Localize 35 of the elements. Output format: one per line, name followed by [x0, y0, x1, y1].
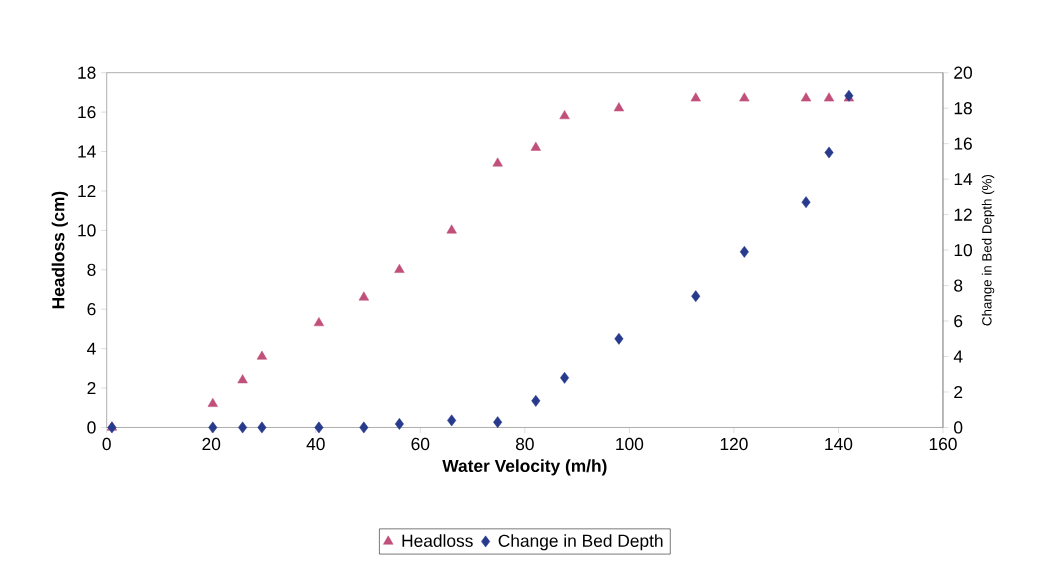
y2-tick-label: 10 — [954, 244, 972, 257]
y2-tick-label: 16 — [954, 137, 972, 151]
y2-axis-title: Change in Bed Depth (%) — [981, 175, 995, 326]
x-tick-label: 60 — [411, 438, 430, 451]
x-tick-label: 160 — [929, 438, 957, 451]
y-tick-label: 12 — [78, 185, 96, 198]
y2-tick-label: 2 — [954, 386, 963, 399]
y-tick-label: 16 — [78, 106, 96, 119]
y2-tick-label: 8 — [954, 279, 963, 292]
y2-tick-label: 12 — [954, 208, 972, 221]
y2-tick-label: 20 — [954, 66, 972, 80]
y2-tick-label: 0 — [954, 421, 963, 434]
y-tick-label: 18 — [78, 66, 96, 80]
y2-tick-label: 14 — [954, 173, 973, 186]
y2-tick-label: 4 — [953, 350, 963, 363]
x-axis-title: Water Velocity (m/h) — [442, 459, 607, 476]
x-tick-label: 120 — [720, 438, 748, 451]
y2-tick-label: 6 — [954, 315, 963, 328]
y2-tick-label: 18 — [954, 102, 972, 115]
legend-label: Change in Bed Depth — [498, 534, 663, 551]
y-tick-label: 2 — [87, 382, 96, 395]
y-tick-label: 6 — [87, 303, 96, 316]
legend-label: Headloss — [402, 534, 473, 548]
x-tick-label: 80 — [515, 438, 534, 451]
y-tick-label: 10 — [78, 224, 96, 237]
x-tick-label: 0 — [102, 438, 111, 451]
y-tick-label: 4 — [87, 342, 96, 355]
x-tick-label: 140 — [825, 438, 853, 451]
y-tick-label: 0 — [87, 421, 96, 434]
y-tick-label: 14 — [78, 145, 96, 158]
x-tick-label: 100 — [616, 438, 644, 451]
x-tick-label: 40 — [306, 438, 325, 451]
y-axis-title: Headloss (cm) — [51, 191, 68, 309]
y-tick-label: 8 — [87, 263, 96, 277]
x-tick-label: 20 — [202, 438, 221, 451]
